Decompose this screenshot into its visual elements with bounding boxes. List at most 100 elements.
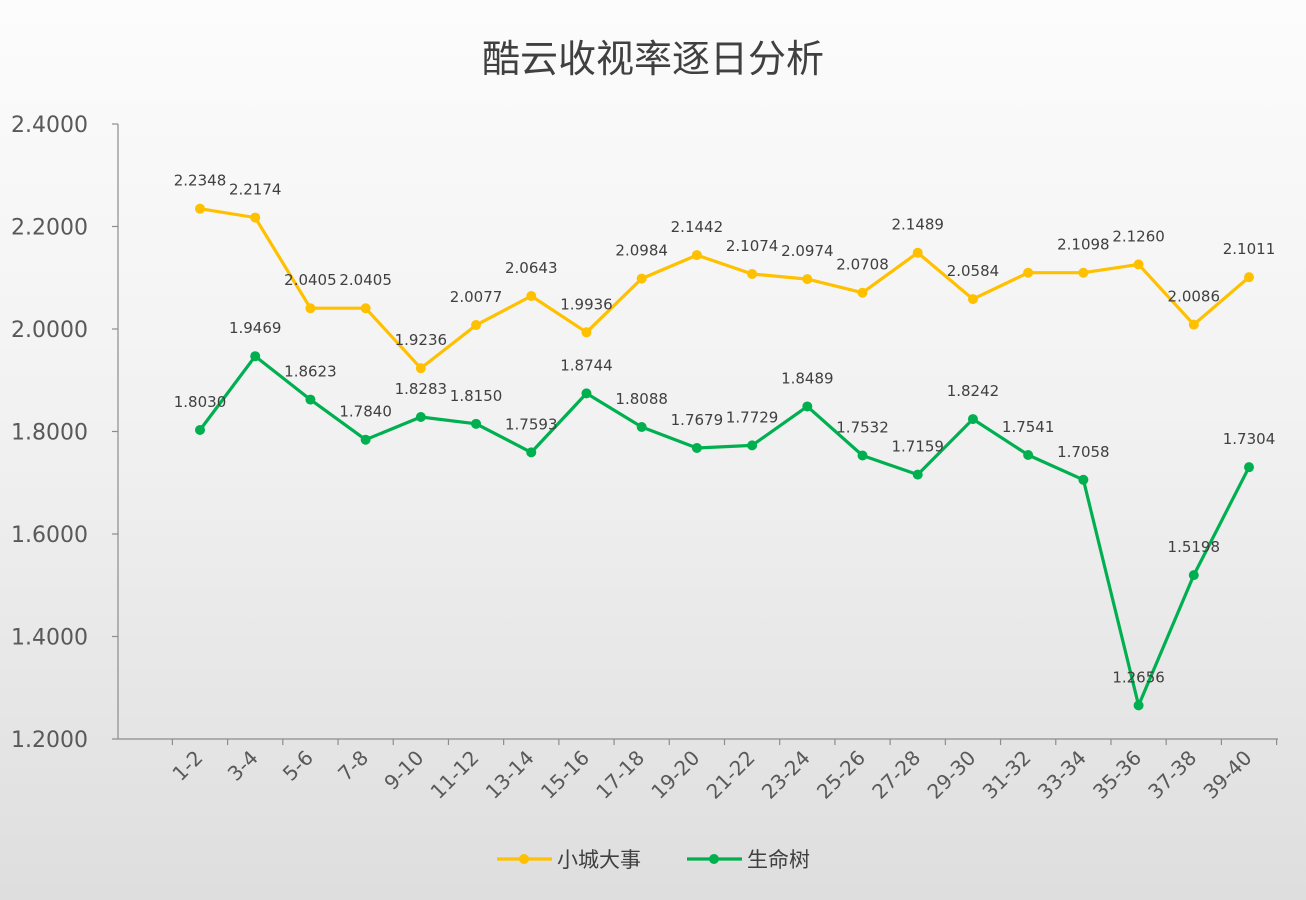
x-tick-label: 11-12: [426, 746, 484, 804]
data-point: [636, 273, 647, 284]
data-point: [195, 424, 205, 435]
data-label: 1.7304: [1223, 430, 1276, 448]
data-point: [912, 469, 923, 480]
y-tick-label: 1.6000: [11, 523, 88, 548]
data-label: 2.1442: [671, 218, 724, 236]
data-point: [581, 327, 592, 338]
y-tick-label: 2.2000: [11, 216, 88, 241]
series-1: 2.2348 2.2174 2.0405 2.0405 1.9236 2.00772.06…: [174, 172, 1276, 374]
data-label: 1.9469: [229, 319, 282, 337]
data-point: [802, 274, 813, 285]
data-point: [1188, 570, 1199, 581]
data-label: 1.8242: [947, 382, 1000, 400]
data-point: [967, 414, 978, 425]
x-tick-label: 5-6: [278, 746, 318, 786]
data-label: 2.0077: [450, 288, 503, 306]
x-tick-label: 29-30: [922, 746, 980, 804]
data-label: 2.0974: [781, 242, 834, 260]
data-label: 1.8030: [174, 393, 227, 411]
data-point: [747, 440, 758, 451]
x-axis-tick-labels: 1-2 3-4 5-6 7-8 9-1011-1213-1415-1617-1819-2…: [167, 746, 1256, 804]
legend-label-1: 小城大事: [557, 848, 641, 872]
data-label: 2.0405: [284, 271, 337, 289]
data-label: 1.9236: [395, 331, 448, 349]
series-line: [199, 207, 1251, 370]
data-point: [250, 351, 261, 362]
x-tick-label: 25-26: [812, 746, 870, 804]
data-point: [471, 320, 482, 331]
y-tick-label: 1.8000: [11, 421, 88, 446]
data-label: 2.2174: [229, 181, 282, 199]
chart-title: 酷云收视率逐日分析: [482, 37, 824, 81]
x-tick-label: 3-4: [223, 746, 263, 786]
data-point: [1133, 259, 1144, 270]
legend-label-2: 生命树: [747, 848, 810, 872]
data-label: 1.9936: [560, 295, 613, 313]
data-label: 1.8088: [615, 390, 668, 408]
data-point: [967, 294, 978, 305]
x-tick-label: 27-28: [867, 746, 925, 804]
y-tick-label: 2.4000: [11, 113, 88, 138]
data-label: 1.8283: [395, 380, 448, 398]
data-point: [857, 287, 868, 298]
data-label: 1.7840: [339, 403, 392, 421]
x-tick-label: 13-14: [481, 746, 539, 804]
legend-marker-2: [709, 854, 719, 864]
data-point: [1078, 474, 1089, 485]
data-point: [1244, 272, 1254, 283]
data-label: 1.7729: [726, 408, 779, 426]
data-label: 2.0086: [1168, 288, 1221, 306]
data-label: 1.8150: [450, 387, 503, 405]
data-label: 2.0984: [615, 242, 668, 260]
data-point: [691, 250, 702, 261]
axes: [112, 123, 1278, 745]
data-point: [360, 434, 371, 445]
data-point: [912, 247, 923, 258]
data-point: [415, 411, 426, 422]
data-point: [1023, 267, 1034, 278]
x-tick-label: 23-24: [757, 746, 815, 804]
data-label: 2.0584: [947, 262, 1000, 280]
y-tick-label: 1.4000: [11, 626, 88, 651]
data-point: [195, 203, 205, 214]
data-label: 1.8623: [284, 363, 337, 381]
x-tick-label: 15-16: [536, 746, 594, 804]
data-point: [526, 447, 537, 458]
x-tick-label: 33-34: [1033, 746, 1091, 804]
data-label: 2.0708: [836, 256, 889, 274]
x-tick-label: 9-10: [379, 746, 428, 795]
x-tick-label: 31-32: [978, 746, 1036, 804]
x-tick-label: 17-18: [591, 746, 649, 804]
data-label: 1.7058: [1057, 443, 1110, 461]
x-tick-label: 21-22: [702, 746, 760, 804]
data-point: [1133, 700, 1144, 711]
x-tick-label: 19-20: [646, 746, 704, 804]
data-point: [305, 303, 316, 314]
data-label: 1.5198: [1168, 538, 1221, 556]
y-axis-tick-labels: 1.2000 1.4000 1.6000 1.8000 2.0000 2.2000 2.40…: [11, 113, 88, 753]
y-tick-label: 1.2000: [11, 728, 88, 753]
data-point: [802, 401, 813, 412]
data-label: 2.2348: [174, 172, 227, 190]
data-label: 2.1074: [726, 237, 779, 255]
data-point: [250, 212, 261, 223]
data-point: [747, 268, 758, 279]
data-point: [360, 303, 371, 314]
x-tick-label: 35-36: [1088, 746, 1146, 804]
data-label: 1.8489: [781, 369, 834, 387]
data-label: 2.1011: [1223, 240, 1276, 258]
data-label: 2.0643: [505, 259, 558, 277]
series-line: [198, 354, 1251, 708]
data-label: 2.1098: [1057, 236, 1110, 254]
data-label: 1.7541: [1002, 418, 1055, 436]
data-point: [1244, 462, 1254, 473]
data-label: 1.8744: [560, 356, 613, 374]
data-point: [305, 394, 316, 405]
data-point: [1023, 450, 1034, 461]
data-point: [1078, 267, 1089, 278]
data-point: [581, 388, 592, 399]
data-point: [857, 450, 868, 461]
data-label: 1.7679: [671, 411, 724, 429]
